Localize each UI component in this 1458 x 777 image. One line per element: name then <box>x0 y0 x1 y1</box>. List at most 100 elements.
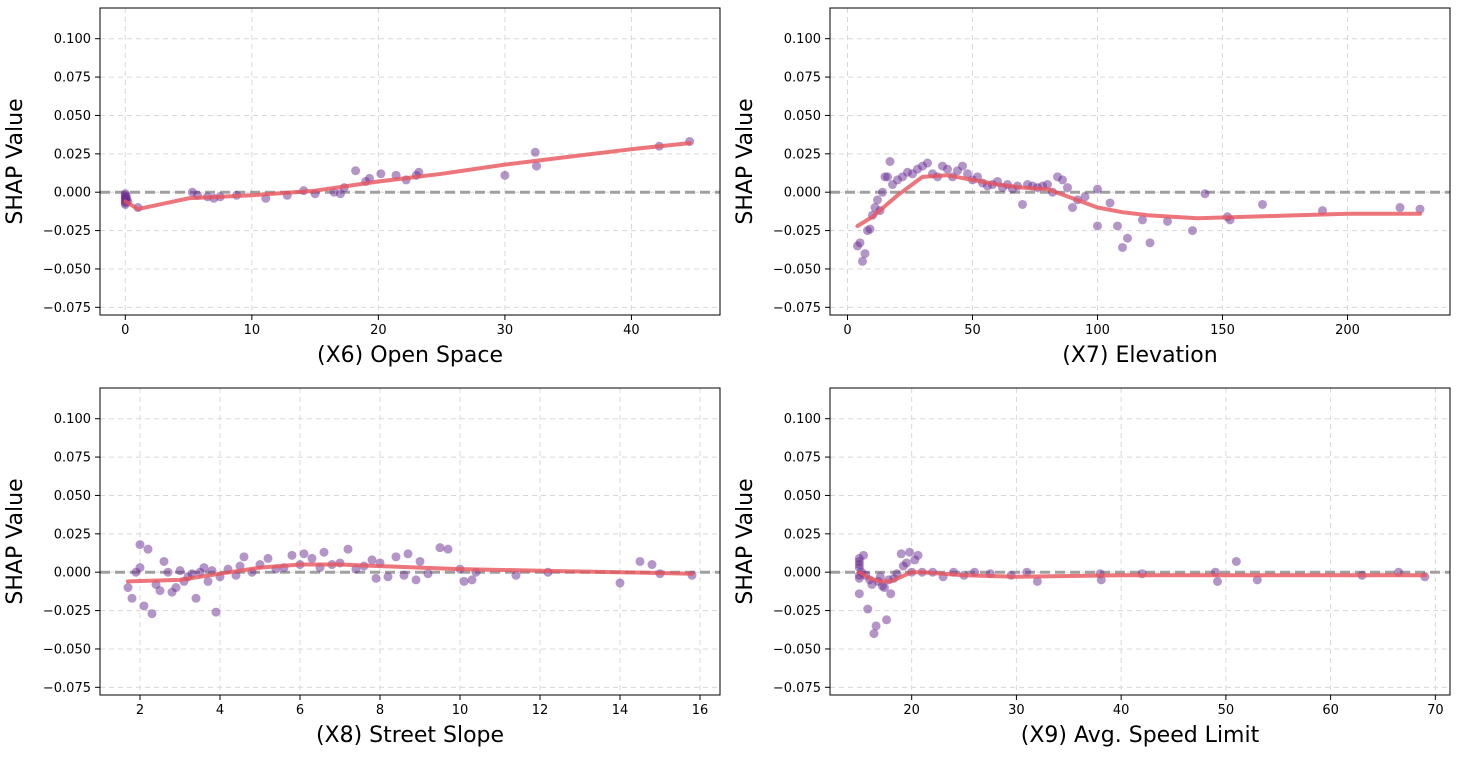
panel-avg-speed-limit: 20 30 40 50 60 70 −0.075 −0.050 −0.025 0.000 0.025… <box>733 387 1451 748</box>
scatter-point <box>435 543 445 553</box>
y-tick-label: 0.025 <box>784 527 821 542</box>
scatter-point <box>1188 226 1197 236</box>
scatter-point <box>511 570 521 580</box>
scatter-point <box>135 563 145 573</box>
x-tick-label: 70 <box>1427 703 1444 718</box>
scatter-point <box>855 238 865 248</box>
scatter-point <box>467 575 477 585</box>
trend-line <box>857 570 1427 584</box>
scatter-point <box>1213 576 1222 586</box>
scatter-point <box>383 572 393 582</box>
scatter-point <box>319 547 329 557</box>
y-tick-label: 0.075 <box>54 71 91 86</box>
y-axis-label: SHAP Value <box>733 98 758 224</box>
y-tick-label: 0.050 <box>784 109 821 124</box>
scatter-point <box>532 161 542 171</box>
y-tick-label: 0.050 <box>784 489 821 504</box>
scatter-point <box>1063 183 1072 193</box>
scatter-point <box>873 195 882 205</box>
scatter-point <box>1231 556 1241 566</box>
y-tick-label: 0.100 <box>54 32 91 47</box>
plot-frame <box>99 387 721 696</box>
x-axis-label: (X9) Avg. Speed Limit <box>1021 723 1260 748</box>
scatter-point <box>239 552 249 562</box>
y-tick-label: 0.025 <box>54 147 91 162</box>
scatter-point <box>415 556 425 566</box>
trend-line <box>123 141 692 212</box>
y-tick-label: −0.075 <box>773 301 821 316</box>
x-axis-label: (X6) Open Space <box>317 343 503 368</box>
scatter-point <box>1138 215 1147 225</box>
scatter-point <box>500 170 510 180</box>
scatter-point <box>896 549 906 559</box>
scatter-point <box>307 553 317 563</box>
scatter-point <box>1068 203 1077 213</box>
panel-elevation: 0 50 100 150 200 −0.075 −0.050 −0.025 0.000 0.025… <box>733 7 1451 368</box>
scatter-point <box>958 161 967 171</box>
scatter-point <box>647 560 657 570</box>
scatter-point <box>171 583 181 593</box>
x-tick-label: 30 <box>497 323 514 338</box>
scatter-point <box>459 576 469 586</box>
y-tick-label: 0.000 <box>54 566 91 581</box>
scatter-point <box>1118 242 1127 252</box>
scatter-point <box>191 593 201 603</box>
x-tick-label: 200 <box>1335 323 1360 338</box>
scatter-point <box>1105 198 1115 208</box>
y-axis-label: SHAP Value <box>3 478 28 604</box>
y-tick-label: −0.050 <box>43 642 91 657</box>
scatter-point <box>1123 233 1132 243</box>
x-tick-label: 20 <box>903 703 920 718</box>
scatter-point <box>860 249 870 259</box>
scatter-point <box>905 547 915 557</box>
trend-line <box>855 173 1422 228</box>
scatter-point <box>351 166 361 176</box>
scatter-point <box>155 586 165 596</box>
scatter-point <box>175 566 185 576</box>
scatter-point <box>635 556 645 566</box>
scatter-point <box>863 604 873 614</box>
y-tick-label: −0.025 <box>43 224 91 239</box>
scatter-point <box>287 550 297 560</box>
trend-line <box>126 562 694 584</box>
plot-frame <box>829 387 1451 696</box>
scatter-point <box>203 576 213 586</box>
x-axis-label: (X8) Street Slope <box>316 723 504 748</box>
scatter-point <box>858 256 867 266</box>
scatter-point <box>367 555 377 565</box>
x-tick-label: 40 <box>1113 703 1130 718</box>
scatter-point <box>376 169 386 179</box>
x-tick-label: 100 <box>1085 323 1110 338</box>
scatter-point <box>143 544 153 554</box>
x-tick-label: 12 <box>532 703 549 718</box>
x-tick-label: 8 <box>376 703 384 718</box>
y-tick-label: 0.075 <box>54 451 91 466</box>
y-tick-label: 0.000 <box>784 566 821 581</box>
plot-frame <box>829 7 1451 316</box>
scatter-point <box>1093 184 1102 194</box>
x-tick-label: 4 <box>216 703 224 718</box>
scatter-point <box>1022 567 1032 577</box>
scatter-point <box>1093 221 1102 231</box>
x-tick-label: 16 <box>692 703 709 718</box>
scatter-point <box>399 570 409 580</box>
plot-frame <box>99 7 721 316</box>
y-axis-label: SHAP Value <box>733 478 758 604</box>
scatter-point <box>1043 180 1052 190</box>
scatter-point <box>878 187 887 197</box>
y-tick-label: −0.025 <box>43 604 91 619</box>
x-tick-label: 150 <box>1210 323 1235 338</box>
scatter-point <box>263 553 273 563</box>
x-tick-label: 6 <box>296 703 304 718</box>
scatter-point <box>403 549 413 559</box>
scatter-point <box>859 550 869 560</box>
scatter-point <box>135 540 145 550</box>
y-tick-label: −0.025 <box>773 604 821 619</box>
scatter-point <box>883 172 892 182</box>
scatter-point <box>147 609 157 619</box>
scatter-point <box>886 589 896 599</box>
scatter-point <box>423 569 433 579</box>
y-tick-label: −0.050 <box>773 642 821 657</box>
scatter-point <box>882 615 892 625</box>
